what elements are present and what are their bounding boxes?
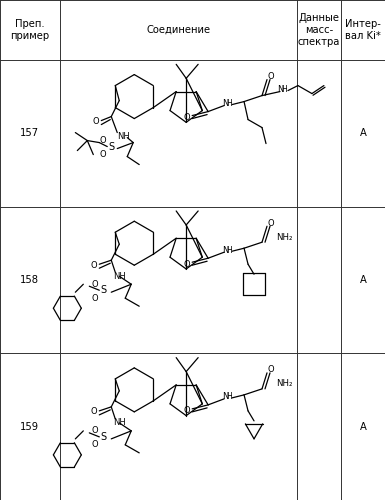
Text: S: S <box>108 142 114 152</box>
Text: O: O <box>91 260 98 270</box>
Text: 158: 158 <box>20 275 39 285</box>
Text: NH: NH <box>113 418 125 428</box>
Text: O: O <box>267 218 274 228</box>
Text: H: H <box>226 392 232 402</box>
Text: S: S <box>100 432 107 442</box>
Text: NH₂: NH₂ <box>276 380 292 388</box>
Text: O: O <box>91 408 98 416</box>
Text: A: A <box>360 128 367 138</box>
Text: O: O <box>267 72 274 81</box>
Text: A: A <box>360 422 367 432</box>
Text: O: O <box>100 136 107 145</box>
Text: O: O <box>184 406 190 416</box>
Text: Соединение: Соединение <box>146 25 210 35</box>
Text: O: O <box>92 440 98 450</box>
Text: O: O <box>92 294 98 302</box>
Text: 157: 157 <box>20 128 39 138</box>
Text: A: A <box>360 275 367 285</box>
Text: Преп.
пример: Преп. пример <box>10 19 49 41</box>
Text: S: S <box>100 285 107 295</box>
Text: H: H <box>281 85 287 94</box>
Text: O: O <box>184 260 190 268</box>
Text: H: H <box>226 246 232 254</box>
Text: Интер-
вал Ki*: Интер- вал Ki* <box>345 19 381 41</box>
Text: O: O <box>267 366 274 374</box>
Text: NH: NH <box>113 272 125 280</box>
Text: N: N <box>277 85 283 94</box>
Text: O: O <box>92 280 98 288</box>
Text: O: O <box>92 426 98 436</box>
Text: O: O <box>184 113 190 122</box>
Text: N: N <box>222 99 228 108</box>
Text: 159: 159 <box>20 422 39 432</box>
Text: NH: NH <box>117 132 130 141</box>
Text: N: N <box>222 246 228 254</box>
Text: O: O <box>93 117 100 126</box>
Text: N: N <box>222 392 228 402</box>
Text: O: O <box>100 150 107 159</box>
Text: H: H <box>226 99 232 108</box>
Text: NH₂: NH₂ <box>276 232 292 241</box>
Text: Данные
масс-
спектра: Данные масс- спектра <box>298 14 340 46</box>
